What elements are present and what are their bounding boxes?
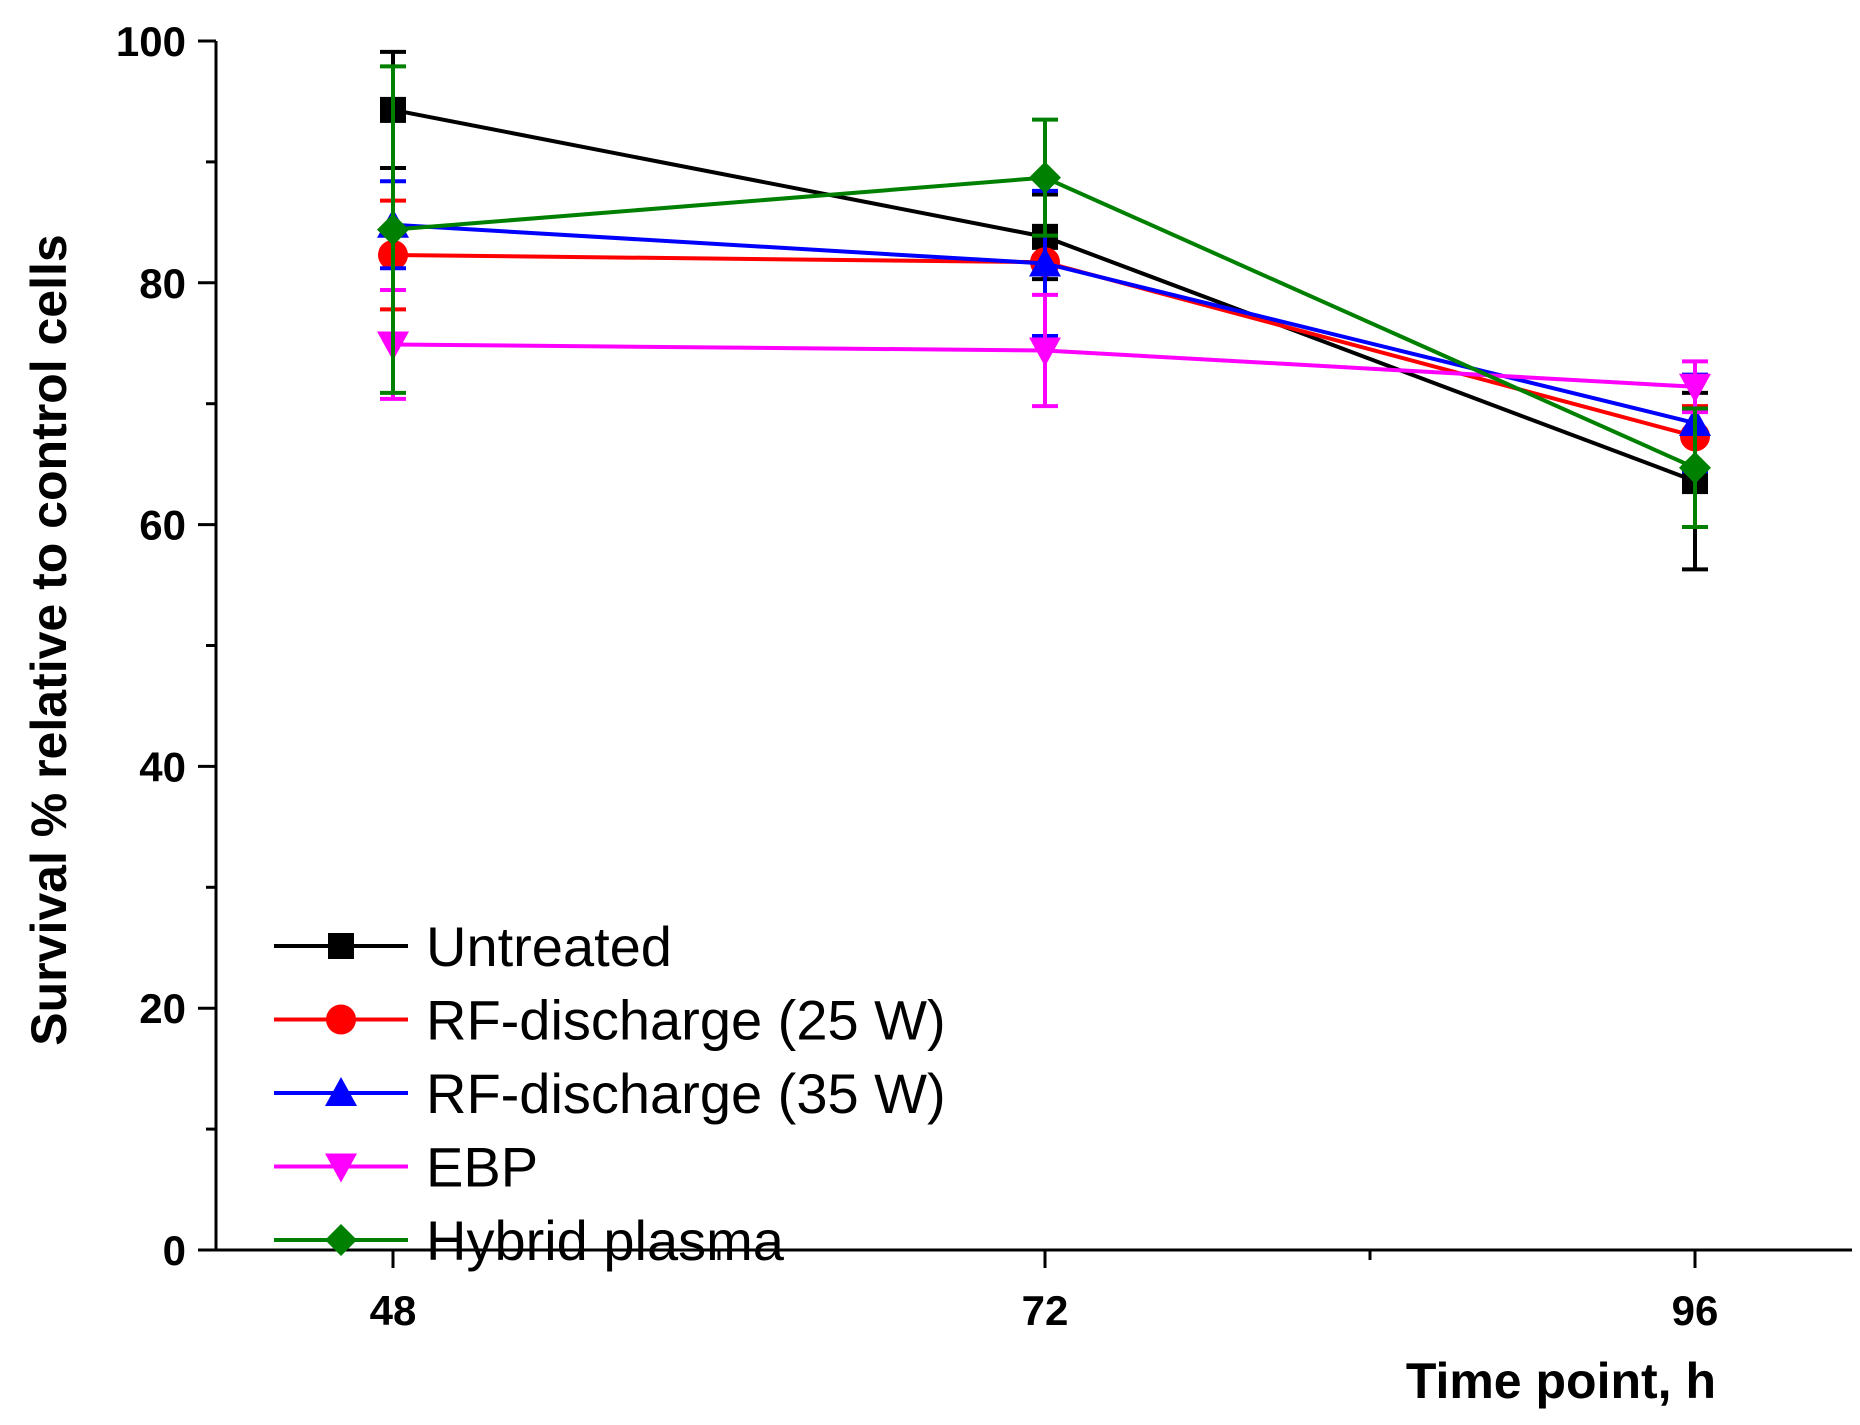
legend-label: RF-discharge (25 W) [426,989,946,1052]
y-tick-label: 0 [163,1227,186,1274]
legend-item: Hybrid plasma [274,1209,785,1272]
legend-item: Untreated [274,915,672,978]
legend-item: RF-discharge (25 W) [274,989,946,1052]
y-tick-label: 40 [139,743,186,790]
y-tick-label: 80 [139,260,186,307]
x-axis-title: Time point, h [1406,1353,1716,1409]
x-tick-label: 96 [1672,1287,1719,1334]
series-hybrid-plasma [377,64,1711,530]
y-tick-label: 20 [139,985,186,1032]
series-ebp [377,288,1711,415]
legend-item: EBP [274,1136,538,1199]
legend-label: Hybrid plasma [426,1209,785,1272]
legend-marker [326,1004,356,1035]
legend-marker [325,1153,357,1183]
data-point [1029,247,1061,277]
ticks [198,39,1697,1268]
data-point [377,213,409,246]
data-point [1679,451,1711,484]
legend-marker [325,1077,357,1106]
data-point [1679,373,1711,403]
x-tick-label: 48 [370,1287,417,1334]
tick-labels: 0 20 40 60 80 100 48 72 96 [116,18,1718,1334]
y-axis-title: Survival % relative to control cells [21,234,77,1045]
legend-marker [325,1224,357,1256]
x-tick-label: 72 [1022,1287,1069,1334]
legend-item: RF-discharge (35 W) [274,1062,946,1125]
data-point [1029,337,1061,367]
legend-label: RF-discharge (35 W) [426,1062,946,1125]
legend: Untreated RF-discharge (25 W) RF-discharge… [274,915,946,1272]
y-tick-label: 60 [139,502,186,549]
y-tick-label: 100 [116,18,186,65]
legend-marker [328,933,354,959]
legend-label: Untreated [426,915,672,978]
legend-label: EBP [426,1136,538,1199]
series-layer [377,49,1711,572]
data-point [1029,161,1061,194]
